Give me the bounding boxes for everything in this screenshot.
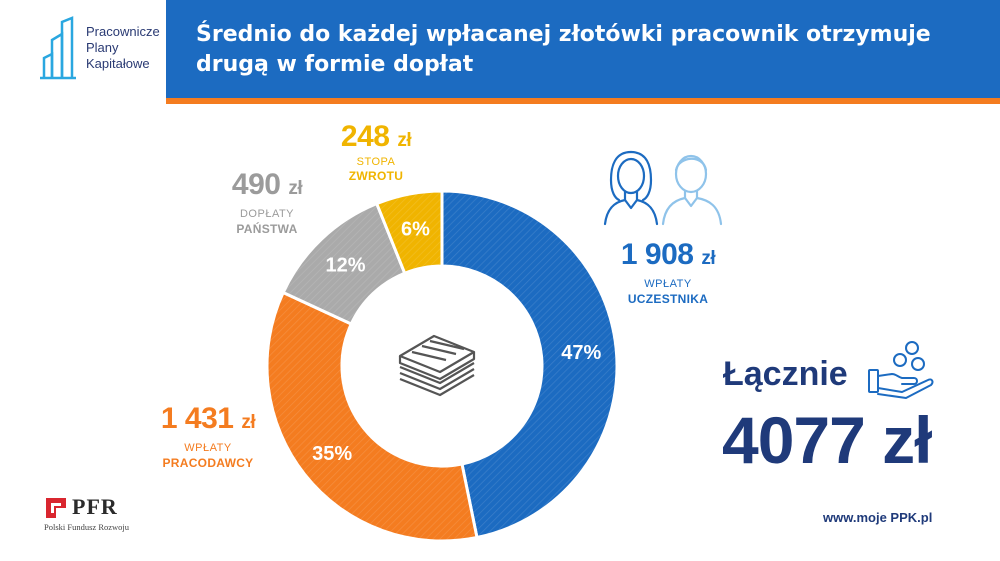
state-sub2: PAŃSTWA xyxy=(236,222,298,236)
percent-label: 35% xyxy=(312,443,352,465)
state-amount: 490 xyxy=(231,168,281,201)
page-title: Średnio do każdej wpłacanej złotówki pra… xyxy=(196,20,976,80)
donut-chart: 47% 35% 12% 6% xyxy=(265,189,619,543)
label-participant: 1 908 zł WPŁATY UCZESTNIKA xyxy=(598,238,738,306)
money-stack-icon xyxy=(398,334,476,397)
employer-unit: zł xyxy=(241,412,256,433)
pfr-subtitle: Polski Fundusz Rozwoju xyxy=(44,522,130,532)
slice-return xyxy=(374,189,444,276)
participant-amount: 1 908 xyxy=(620,238,694,271)
label-return: 248 zł STOPA ZWROTU xyxy=(326,120,426,183)
hand-coins-icon xyxy=(868,341,934,399)
pfr-name: PFR xyxy=(72,494,118,519)
percent-label: 6% xyxy=(401,219,430,241)
return-sub2: ZWROTU xyxy=(348,169,404,183)
pfr-logo-icon xyxy=(46,498,66,518)
people-icon xyxy=(603,150,723,226)
participant-sub1: WPŁATY xyxy=(644,278,692,290)
logo-line-1: Pracownicze xyxy=(86,24,160,39)
ppk-logo: Pracownicze Plany Kapitałowe xyxy=(0,0,166,100)
return-amount: 248 xyxy=(340,120,390,153)
label-state: 490 zł DOPŁATY PAŃSTWA xyxy=(212,168,322,236)
employer-sub2: PRACODAWCY xyxy=(162,456,254,470)
website-link[interactable]: www.moje PPK.pl xyxy=(823,510,933,525)
donut-hole xyxy=(362,286,522,446)
employer-sub1: WPŁATY xyxy=(184,442,232,454)
logo-line-2: Plany xyxy=(86,40,119,55)
participant-sub2: UCZESTNIKA xyxy=(627,292,709,306)
ppk-logo-icon xyxy=(40,16,76,80)
state-unit: zł xyxy=(288,178,303,199)
percent-label: 47% xyxy=(561,342,601,364)
logo-line-3: Kapitałowe xyxy=(86,56,150,71)
label-employer: 1 431 zł WPŁATY PRACODAWCY xyxy=(138,402,278,470)
slice-participant xyxy=(440,189,619,540)
state-sub1: DOPŁATY xyxy=(239,208,295,220)
employer-amount: 1 431 xyxy=(160,402,234,435)
slice-employer xyxy=(265,290,479,543)
title-line-1: Średnio do każdej wpłacanej złotówki pra… xyxy=(196,22,931,47)
title-line-2: drugą w formie dopłat xyxy=(196,52,474,77)
percent-label: 12% xyxy=(326,255,366,277)
total-label: Łącznie xyxy=(723,355,848,393)
total-value: 4077 zł xyxy=(722,403,932,477)
participant-unit: zł xyxy=(701,248,716,269)
return-sub1: STOPA xyxy=(356,156,396,168)
header-bar: Średnio do każdej wpłacanej złotówki pra… xyxy=(166,0,1000,104)
return-unit: zł xyxy=(397,130,412,151)
